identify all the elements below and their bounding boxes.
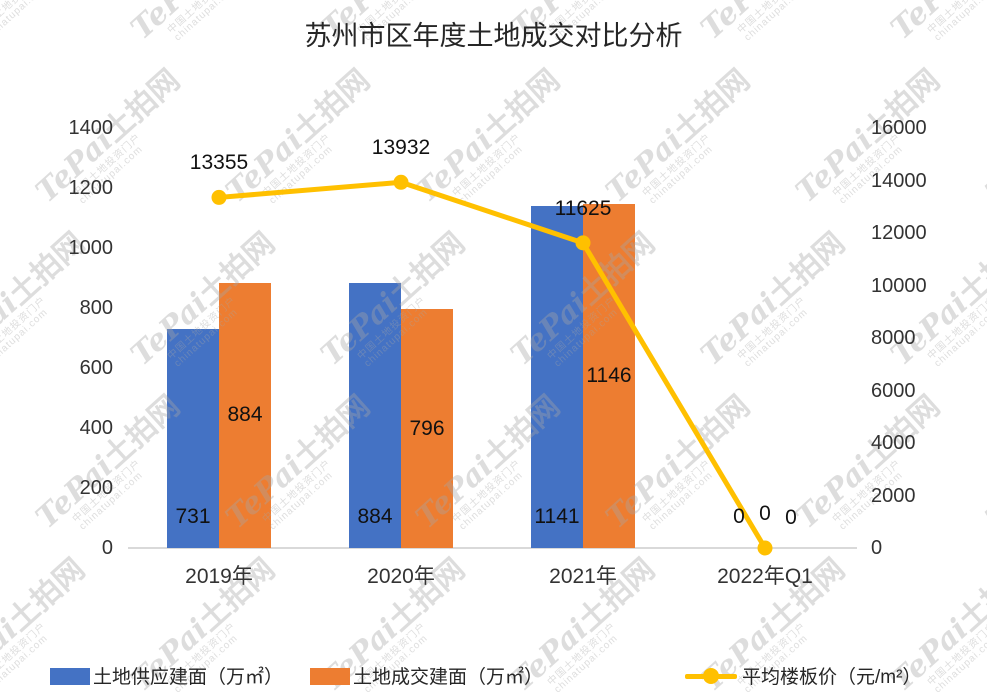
line-point-marker [393,174,409,190]
bar-deal-value-label: 884 [227,403,263,427]
legend-label-price: 平均楼板价（元/m²） [742,667,922,688]
watermark-brand: TePai土拍网 [694,226,852,373]
bar-deal-value-label: 0 [785,506,797,529]
watermark-tagline: 中国土地投资门户 [640,131,714,199]
right-axis-tick: 0 [871,537,883,559]
chart-title: 苏州市区年度土地成交对比分析 [304,21,683,51]
right-axis-tick: 16000 [871,117,927,139]
right-axis-tick: 2000 [871,484,916,507]
bar-deal-value-label: 796 [409,416,445,440]
left-axis-tick: 0 [101,537,113,559]
right-axis-tick: 12000 [871,222,927,244]
watermark-brand: TePai土拍网 [979,123,987,210]
line-point-value-label: 11625 [554,196,612,220]
watermark-site: chinatupai.com [647,143,716,207]
x-axis-category-label: 2020年 [367,565,435,588]
x-axis-category-label: 2019年 [185,565,253,588]
right-axis-tick: 4000 [871,432,916,454]
legend-label-deal: 土地成交建面（万㎡） [353,667,544,688]
line-point-marker [211,189,227,205]
legend-dot-icon [703,668,719,684]
left-axis-tick: 200 [79,477,113,499]
left-axis-tick: 400 [79,417,113,439]
right-axis-tick: 8000 [871,327,916,349]
watermark-brand: TePai土拍网 [599,63,757,210]
legend-swatch-supply [50,668,90,685]
legend-swatch-deal [310,668,350,685]
right-axis-tick: 14000 [871,169,927,192]
line-point-value-label: 13355 [189,151,249,175]
bar-deal-value-label: 1146 [586,364,632,388]
legend: 土地供应建面（万㎡） 土地成交建面（万㎡） 平均楼板价（元/m²） [0,660,987,698]
watermark-tagline: 中国土地投资门户 [450,131,524,199]
line-point-value-label: 0 [759,502,771,525]
left-axis-tick: 1400 [68,117,114,139]
watermark-brand: TePai土拍网 [979,449,987,536]
line-point-value-label: 13932 [371,136,431,160]
left-axis-tick: 1200 [68,177,114,199]
bar-supply-value-label: 884 [357,505,393,528]
right-axis-tick: 6000 [871,379,916,402]
x-axis-category-label: 2022年Q1 [717,565,813,588]
right-axis-tick: 10000 [871,274,927,297]
legend-label-supply: 土地供应建面（万㎡） [93,667,284,688]
left-axis-tick: 600 [79,357,113,379]
watermark-site: chinatupai.com [457,143,526,207]
left-axis-tick: 800 [79,297,113,319]
left-axis-tick: 1000 [68,237,114,259]
bar-supply-value-label: 731 [175,505,211,528]
watermark-site: chinatupai.com [742,306,811,370]
x-axis-category-label: 2021年 [549,565,617,588]
bar-supply-value-label: 1141 [534,505,580,528]
watermark-tagline: 中国土地投资门户 [735,294,809,362]
bar-supply [167,328,219,548]
